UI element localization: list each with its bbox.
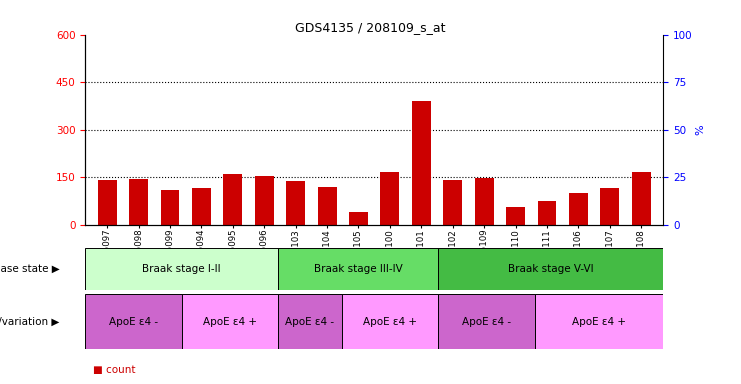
Y-axis label: %: % bbox=[695, 124, 705, 135]
Bar bbox=[412, 101, 431, 225]
Text: ApoE ε4 +: ApoE ε4 + bbox=[203, 316, 256, 327]
Bar bbox=[600, 188, 619, 225]
Bar bbox=[342, 294, 439, 349]
Bar bbox=[224, 174, 242, 225]
Bar bbox=[349, 212, 368, 225]
Bar bbox=[380, 172, 399, 225]
Bar bbox=[537, 201, 556, 225]
Text: ApoE ε4 -: ApoE ε4 - bbox=[462, 316, 511, 327]
Bar bbox=[161, 190, 179, 225]
Bar bbox=[475, 178, 494, 225]
Bar bbox=[439, 294, 535, 349]
Bar bbox=[439, 248, 663, 290]
Text: GDS4135 / 208109_s_at: GDS4135 / 208109_s_at bbox=[295, 21, 446, 34]
Bar bbox=[85, 294, 182, 349]
Bar bbox=[278, 294, 342, 349]
Text: disease state ▶: disease state ▶ bbox=[0, 264, 59, 274]
Text: ApoE ε4 +: ApoE ε4 + bbox=[572, 316, 626, 327]
Bar bbox=[85, 248, 278, 290]
Bar bbox=[535, 294, 663, 349]
Text: ■ count: ■ count bbox=[93, 365, 135, 375]
Text: Braak stage III-IV: Braak stage III-IV bbox=[313, 264, 402, 274]
Bar bbox=[129, 179, 148, 225]
Bar bbox=[318, 187, 336, 225]
Text: Braak stage I-II: Braak stage I-II bbox=[142, 264, 221, 274]
Bar bbox=[278, 248, 439, 290]
Bar bbox=[192, 188, 211, 225]
Text: ApoE ε4 -: ApoE ε4 - bbox=[285, 316, 334, 327]
Bar bbox=[98, 180, 116, 225]
Text: Braak stage V-VI: Braak stage V-VI bbox=[508, 264, 594, 274]
Bar bbox=[443, 180, 462, 225]
Text: ApoE ε4 +: ApoE ε4 + bbox=[363, 316, 417, 327]
Bar bbox=[569, 193, 588, 225]
Bar bbox=[286, 181, 305, 225]
Bar bbox=[182, 294, 278, 349]
Bar bbox=[632, 172, 651, 225]
Text: genotype/variation ▶: genotype/variation ▶ bbox=[0, 316, 59, 327]
Bar bbox=[506, 207, 525, 225]
Bar bbox=[255, 175, 273, 225]
Text: ApoE ε4 -: ApoE ε4 - bbox=[109, 316, 158, 327]
